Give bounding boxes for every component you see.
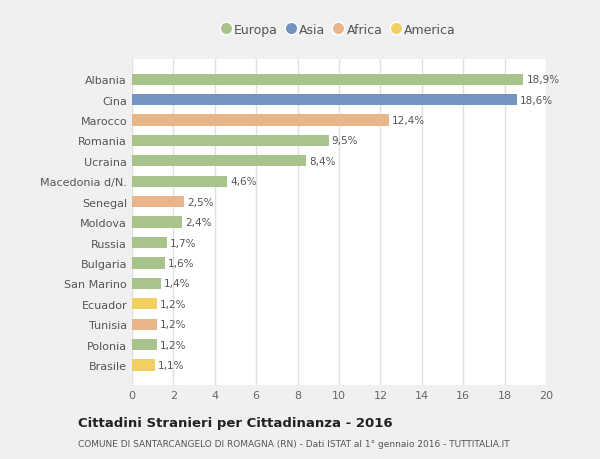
Bar xyxy=(132,95,517,106)
Bar xyxy=(132,258,165,269)
Bar xyxy=(132,217,182,228)
Text: 2,4%: 2,4% xyxy=(185,218,211,228)
Bar xyxy=(132,135,329,147)
Bar xyxy=(132,237,167,249)
Text: 1,2%: 1,2% xyxy=(160,299,187,309)
Text: 1,2%: 1,2% xyxy=(160,319,187,330)
Bar xyxy=(132,115,389,126)
Bar xyxy=(132,278,161,289)
Bar xyxy=(132,156,306,167)
Bar xyxy=(132,176,227,187)
Bar xyxy=(132,359,155,371)
Text: 1,2%: 1,2% xyxy=(160,340,187,350)
Text: 4,6%: 4,6% xyxy=(230,177,257,187)
Text: COMUNE DI SANTARCANGELO DI ROMAGNA (RN) - Dati ISTAT al 1° gennaio 2016 - TUTTIT: COMUNE DI SANTARCANGELO DI ROMAGNA (RN) … xyxy=(78,439,509,448)
Legend: Europa, Asia, Africa, America: Europa, Asia, Africa, America xyxy=(219,20,459,41)
Text: 18,6%: 18,6% xyxy=(520,95,553,106)
Text: 1,6%: 1,6% xyxy=(168,258,195,269)
Text: 12,4%: 12,4% xyxy=(392,116,425,126)
Text: 2,5%: 2,5% xyxy=(187,197,214,207)
Bar xyxy=(132,319,157,330)
Text: 1,4%: 1,4% xyxy=(164,279,191,289)
Text: 18,9%: 18,9% xyxy=(526,75,559,85)
Text: Cittadini Stranieri per Cittadinanza - 2016: Cittadini Stranieri per Cittadinanza - 2… xyxy=(78,416,392,429)
Text: 1,1%: 1,1% xyxy=(158,360,184,370)
Bar xyxy=(132,74,523,86)
Text: 8,4%: 8,4% xyxy=(309,157,335,167)
Bar xyxy=(132,196,184,208)
Text: 1,7%: 1,7% xyxy=(170,238,197,248)
Bar xyxy=(132,298,157,310)
Text: 9,5%: 9,5% xyxy=(332,136,358,146)
Bar xyxy=(132,339,157,350)
